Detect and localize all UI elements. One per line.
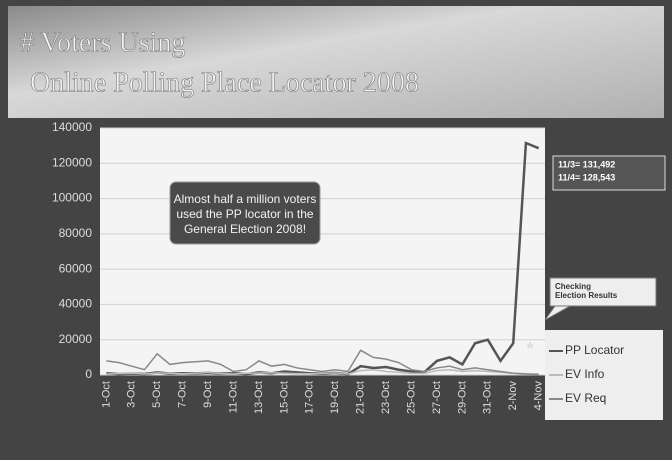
legend-label: PP Locator: [565, 343, 624, 357]
annotation: *: [526, 339, 533, 359]
x-tick-label: 3-Oct: [126, 381, 138, 408]
plot-area: [100, 128, 545, 375]
chart-title: Online Polling Place Locator 2008: [30, 67, 419, 98]
x-tick-label: 13-Oct: [253, 381, 265, 414]
y-tick-label: 0: [85, 367, 92, 381]
annotation: Almost half a million voters: [174, 192, 317, 206]
callout-box: [169, 181, 321, 245]
x-tick-label: 15-Oct: [278, 381, 290, 414]
x-tick-label: 5-Oct: [151, 381, 163, 408]
callout-box: [549, 277, 657, 307]
legend-label: EV Req: [565, 391, 606, 405]
x-tick-label: 17-Oct: [304, 381, 316, 414]
x-tick-label: 29-Oct: [456, 381, 468, 414]
line-series: [106, 349, 539, 376]
annotation: 11/3= 131,492: [558, 159, 615, 169]
x-tick-label: 23-Oct: [380, 381, 392, 414]
x-tick-label: 19-Oct: [329, 381, 341, 414]
annotation: Election Results: [555, 291, 618, 300]
header: [8, 6, 664, 118]
callout-pointer: [544, 305, 572, 321]
annotation: 11/4= 128,543: [558, 172, 615, 182]
legend-label: EV Info: [565, 367, 605, 381]
x-tick-label: 2-Nov: [507, 381, 519, 411]
y-tick-label: 120000: [52, 155, 92, 169]
x-tick-label: 21-Oct: [355, 381, 367, 414]
y-tick-label: 40000: [59, 297, 93, 311]
annotation: Checking: [555, 282, 591, 291]
y-tick-label: 60000: [59, 261, 93, 275]
y-tick-label: 80000: [59, 226, 93, 240]
annotation: General Election 2008!: [184, 222, 306, 236]
chart-title: # Voters Using: [20, 27, 185, 58]
x-tick-label: 31-Oct: [482, 381, 494, 414]
x-tick-label: 27-Oct: [431, 381, 443, 414]
x-tick-label: 9-Oct: [202, 381, 214, 408]
y-tick-label: 20000: [59, 332, 93, 346]
x-tick-label: 7-Oct: [177, 381, 189, 408]
line-series: [106, 368, 539, 375]
y-tick-label: 100000: [52, 191, 92, 205]
x-tick-label: 4-Nov: [533, 381, 545, 411]
annotation: used the PP locator in the: [176, 207, 314, 221]
x-tick-label: 25-Oct: [405, 381, 417, 414]
legend-box: [545, 330, 663, 420]
x-tick-label: 11-Oct: [227, 381, 239, 413]
callout-box: [552, 155, 666, 191]
x-tick-label: 1-Oct: [100, 381, 112, 408]
y-tick-label: 140000: [52, 120, 92, 134]
